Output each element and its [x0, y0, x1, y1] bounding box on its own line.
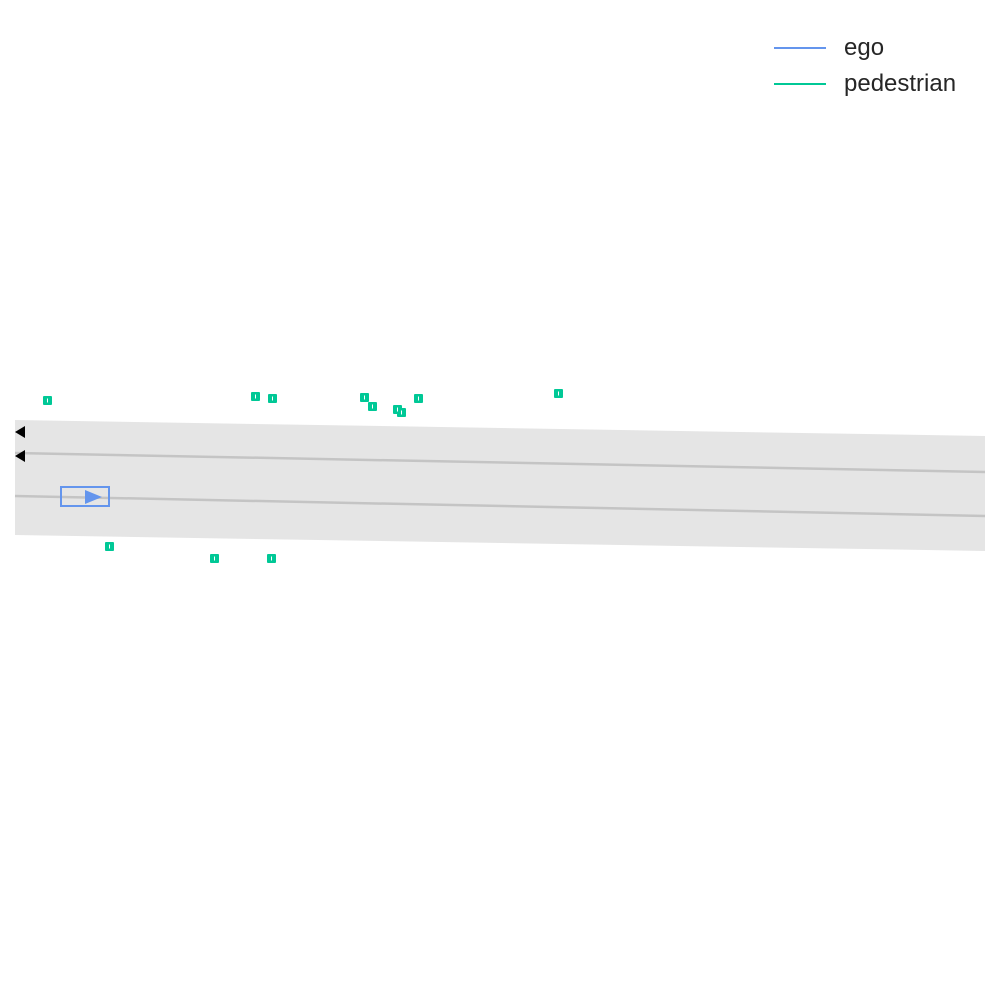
- legend-item-pedestrian: pedestrian: [774, 66, 984, 102]
- legend-item-ego: ego: [774, 30, 984, 66]
- legend-line-pedestrian: [774, 83, 826, 85]
- legend: ego pedestrian: [774, 30, 984, 102]
- road-surface: [15, 420, 985, 551]
- legend-label-pedestrian: pedestrian: [844, 70, 956, 98]
- legend-label-ego: ego: [844, 34, 884, 62]
- legend-line-ego: [774, 47, 826, 49]
